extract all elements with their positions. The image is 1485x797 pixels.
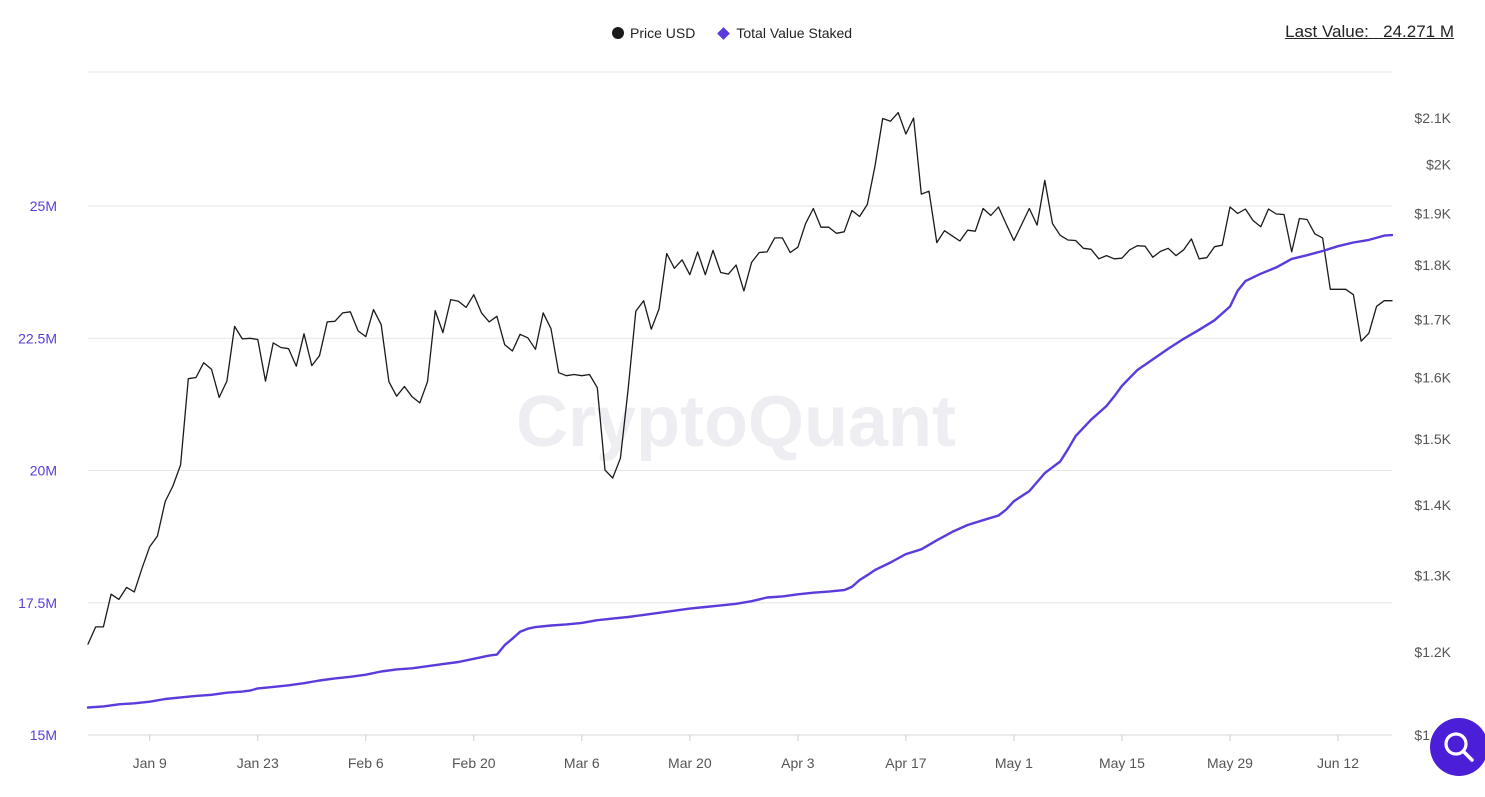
legend-item-staked[interactable]: Total Value Staked bbox=[717, 25, 852, 41]
right-axis-tick-label: $1.7K bbox=[1414, 312, 1451, 328]
x-axis-tick-label: May 1 bbox=[995, 755, 1033, 771]
right-axis-tick-label: $1.3K bbox=[1414, 568, 1451, 584]
left-axis-tick-label: 25M bbox=[30, 198, 57, 214]
legend-diamond-marker-icon bbox=[717, 26, 731, 40]
x-axis-tick-label: May 29 bbox=[1207, 755, 1253, 771]
left-axis-tick-label: 22.5M bbox=[18, 330, 57, 346]
right-axis-tick-label: $1.4K bbox=[1414, 497, 1451, 513]
legend-circle-marker-icon bbox=[612, 27, 624, 39]
right-axis-tick-label: $1.9K bbox=[1414, 206, 1451, 222]
x-axis-tick-label: Mar 20 bbox=[668, 755, 712, 771]
legend-label-staked: Total Value Staked bbox=[736, 25, 853, 41]
right-axis-tick-label: $1.8K bbox=[1414, 257, 1451, 273]
x-axis-tick-label: Jun 12 bbox=[1317, 755, 1359, 771]
x-axis-tick-label: Feb 20 bbox=[452, 755, 496, 771]
last-value-link[interactable]: Last Value: 24.271 M bbox=[1285, 22, 1454, 42]
search-button[interactable] bbox=[1430, 718, 1485, 776]
last-value-number: 24.271 M bbox=[1383, 22, 1454, 41]
x-axis-tick-label: Jan 9 bbox=[133, 755, 167, 771]
watermark: CryptoQuant bbox=[516, 382, 956, 462]
x-axis-tick-label: Apr 3 bbox=[781, 755, 815, 771]
right-axis-tick-label: $1.5K bbox=[1414, 431, 1451, 447]
left-axis-tick-label: 15M bbox=[30, 727, 57, 743]
left-axis-tick-label: 20M bbox=[30, 463, 57, 479]
left-axis-tick-label: 17.5M bbox=[18, 595, 57, 611]
x-axis-tick-label: Jan 23 bbox=[237, 755, 279, 771]
right-axis-tick-label: $2.1K bbox=[1414, 110, 1451, 126]
series-line-total-value-staked bbox=[86, 233, 1394, 709]
series-line-price-usd bbox=[87, 111, 1393, 645]
last-value-label: Last Value: bbox=[1285, 22, 1369, 41]
legend-label-price: Price USD bbox=[630, 25, 696, 41]
x-axis-tick-label: Mar 6 bbox=[564, 755, 600, 771]
right-axis-tick-label: $1.2K bbox=[1414, 644, 1451, 660]
x-axis-tick-label: Apr 17 bbox=[885, 755, 926, 771]
x-axis-tick-label: Feb 6 bbox=[348, 755, 384, 771]
chart-legend: Price USD Total Value Staked bbox=[612, 22, 852, 44]
x-axis-tick-label: May 15 bbox=[1099, 755, 1145, 771]
magnifier-icon bbox=[1444, 732, 1474, 762]
right-axis-tick-label: $1.6K bbox=[1414, 369, 1451, 385]
legend-item-price[interactable]: Price USD bbox=[612, 25, 695, 41]
right-axis-tick-label: $2K bbox=[1426, 157, 1452, 173]
